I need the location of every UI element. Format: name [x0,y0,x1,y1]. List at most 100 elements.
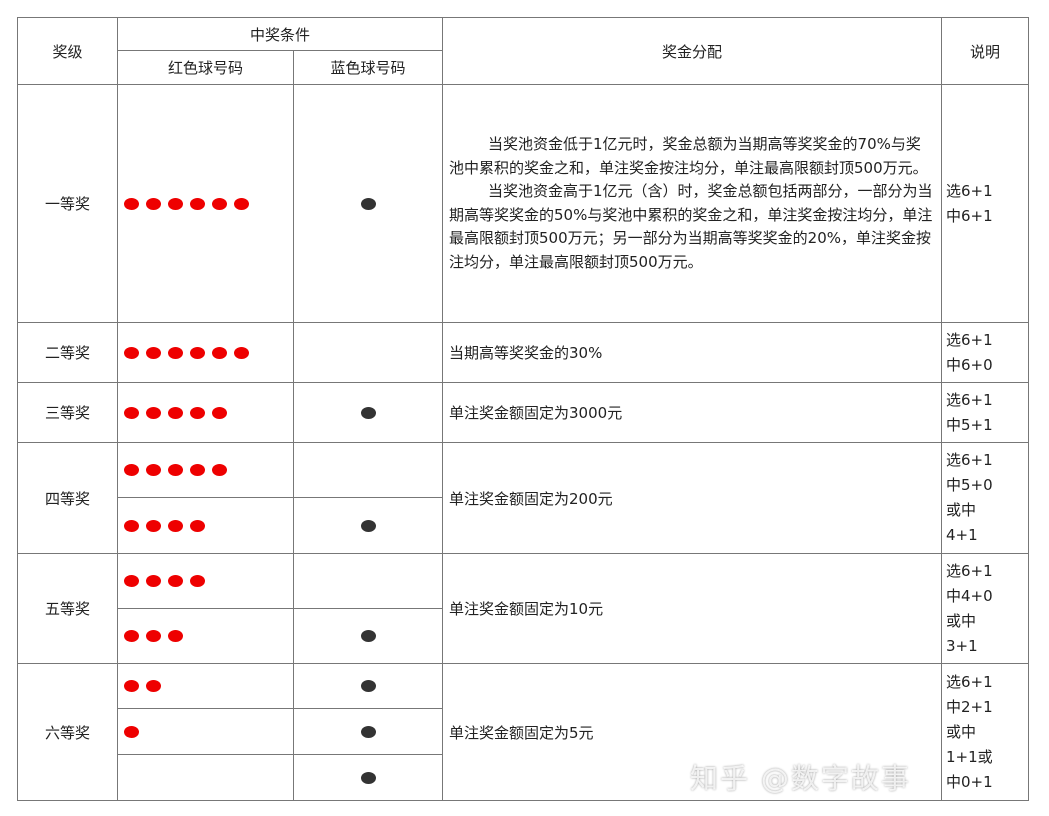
blue-balls [292,497,444,554]
blue-ball [360,725,376,738]
blue-ball [360,680,376,692]
note-line: 1+1或 [946,747,993,766]
note: 选6+1 中2+1 或中 1+1或 中0+1 [941,663,1030,801]
red-ball [212,406,227,419]
red-ball [190,346,205,359]
note-line: 选6+1 [946,451,993,469]
blue-balls [292,708,444,755]
red-ball [124,575,139,587]
table-row: 三等奖 单注奖金额固定为3000元 选6+1 中5+1 [17,382,1030,443]
red-ball [124,406,139,419]
blue-balls [292,553,444,609]
red-balls [117,322,294,383]
red-ball [168,406,183,419]
blue-balls [292,663,444,709]
red-ball [234,346,249,359]
red-balls [117,382,294,443]
note: 选6+1 中6+0 [941,322,1030,383]
prize-desc: 单注奖金额固定为200元 [442,442,943,554]
red-ball [168,197,183,210]
red-ball [212,197,227,210]
header-note: 说明 [941,17,1030,85]
red-ball [190,406,205,419]
red-balls [117,754,294,801]
blue-balls [292,442,444,498]
note-line: 或中 [946,611,977,630]
prize-level: 四等奖 [17,442,118,554]
red-ball [146,680,161,692]
red-ball [168,575,183,587]
header-condition: 中奖条件 [116,17,444,51]
note-line: 中2+1 [946,697,993,716]
blue-balls [292,84,444,323]
red-ball [124,464,139,476]
note-line: 3+1 [946,636,978,655]
red-ball [124,725,139,738]
blue-balls [292,754,444,801]
red-balls [117,497,294,554]
red-ball [212,346,227,359]
note: 选6+1 中5+0 或中 4+1 [941,442,1030,554]
blue-balls [292,608,444,664]
red-ball [124,630,139,642]
red-balls [117,608,294,664]
red-ball [124,346,139,359]
watermark: 知乎 @数字故事 [690,762,911,795]
prize-level: 三等奖 [17,382,118,443]
prize-level: 一等奖 [17,84,118,323]
note: 选6+1 中6+1 [941,84,1030,323]
prize-desc: 当奖池资金低于1亿元时，奖金总额为当期高等奖奖金的70%与奖池中累积的奖金之和，… [442,84,943,323]
note-line: 中5+1 [946,415,993,434]
note-line: 中6+0 [946,355,993,374]
red-ball [146,464,161,476]
table-row [18,497,1029,554]
table-row: 二等奖 当期高等奖奖金的30% 选6+1 中6+0 [17,322,1030,383]
note-line: 选6+1 [946,672,993,691]
red-balls [117,442,294,498]
prize-table: 奖级 中奖条件 奖金分配 说明 红色球号码 蓝色球号码 一等奖 当奖池资金低于1亿… [17,17,1030,801]
table-row [18,708,1029,755]
prize-desc: 当期高等奖奖金的30% [442,322,943,383]
prize-desc-paragraph: 当奖池资金高于1亿元（含）时，奖金总额包括两部分，一部分为当期高等奖奖金的50%… [449,182,933,271]
blue-ball [360,771,376,784]
red-ball [190,575,205,587]
table-row [18,608,1029,664]
red-balls [117,553,294,609]
red-ball [234,197,249,210]
red-ball [190,464,205,476]
red-ball [168,630,183,642]
red-balls [117,84,294,323]
note-line: 选6+1 [946,181,993,200]
prize-desc-paragraph: 当奖池资金低于1亿元时，奖金总额为当期高等奖奖金的70%与奖池中累积的奖金之和，… [449,135,928,177]
red-balls [117,663,294,709]
note-line: 选6+1 [946,390,993,409]
table-row [18,754,1029,801]
red-ball [190,197,205,210]
header-prize: 奖金分配 [442,17,943,85]
red-ball [146,519,161,532]
red-ball [212,464,227,476]
note: 选6+1 中5+1 [941,382,1030,443]
red-ball [124,680,139,692]
red-ball [168,519,183,532]
note-line: 中6+1 [946,206,993,225]
blue-ball [360,630,376,642]
blue-balls [292,322,444,383]
note-line: 中4+0 [946,586,993,605]
note-line: 或中 [946,722,977,741]
red-ball [168,464,183,476]
prize-level: 六等奖 [17,663,118,801]
red-ball [146,346,161,359]
header-blue: 蓝色球号码 [292,50,444,85]
red-ball [124,519,139,532]
note: 选6+1 中4+0 或中 3+1 [941,553,1030,664]
blue-ball [360,406,376,419]
table-row: 六等奖 单注奖金额固定为5元 选6+1 中2+1 或中 1+1或 中0+1 [17,663,1030,801]
blue-ball [360,519,376,532]
note-line: 选6+1 [946,330,993,349]
prize-level: 二等奖 [17,322,118,383]
red-balls [117,708,294,755]
note-line: 4+1 [946,526,978,544]
red-ball [146,406,161,419]
note-line: 选6+1 [946,561,993,580]
